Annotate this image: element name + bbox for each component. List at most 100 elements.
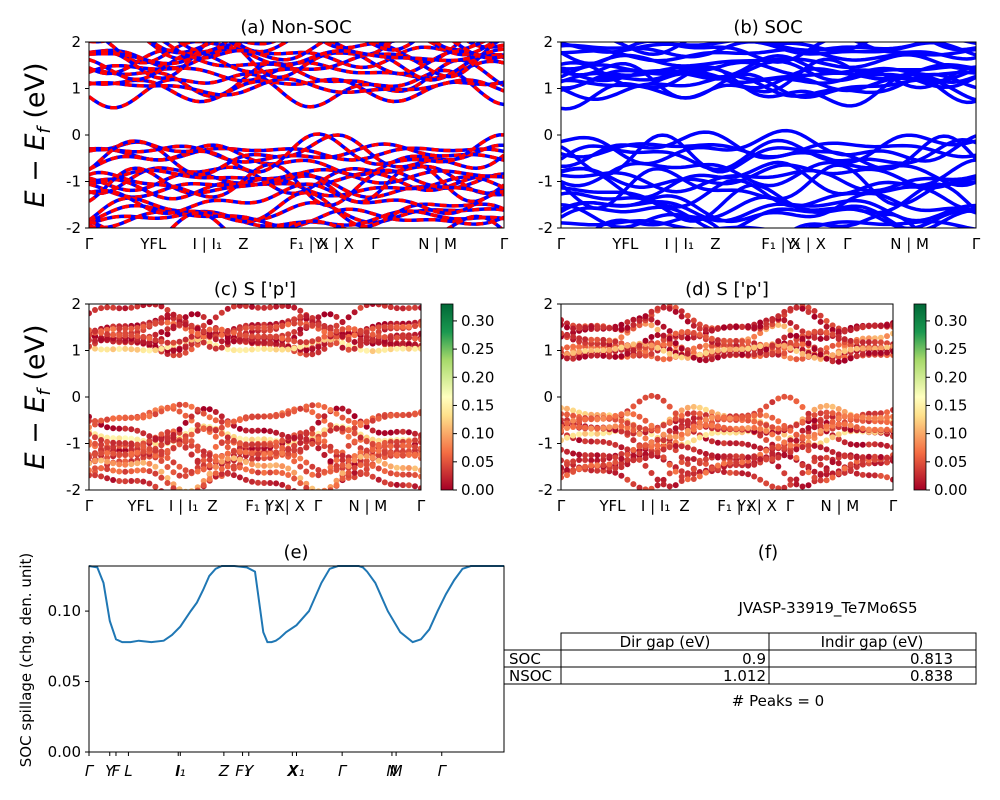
projection-dot xyxy=(757,343,764,350)
colorbar-tick-label: 0.05 xyxy=(934,453,967,471)
projection-dot xyxy=(570,343,577,350)
projection-dot xyxy=(212,433,219,440)
projection-dot xyxy=(708,452,715,459)
projection-dot xyxy=(351,332,358,339)
projection-dot xyxy=(890,444,893,451)
projection-dot xyxy=(182,412,189,419)
projection-dot xyxy=(582,452,589,459)
projection-dot xyxy=(194,325,201,332)
projection-dot xyxy=(357,449,364,456)
projection-dot xyxy=(218,332,225,338)
projection-dot xyxy=(570,325,577,332)
projection-dot xyxy=(696,325,703,332)
projection-dot xyxy=(763,456,770,463)
projection-dot xyxy=(345,408,352,415)
projection-dot xyxy=(714,347,721,354)
projection-dot xyxy=(871,453,878,460)
projection-dot xyxy=(702,406,709,413)
projection-dot xyxy=(805,353,812,360)
projection-dot xyxy=(841,357,848,364)
projection-dot xyxy=(799,341,806,348)
projection-dot xyxy=(721,414,727,421)
projection-dot xyxy=(98,337,105,344)
projection-dot xyxy=(654,482,661,489)
projection-dot xyxy=(412,451,418,458)
projection-dot xyxy=(884,419,890,426)
projection-dot xyxy=(829,474,836,481)
projection-dot xyxy=(194,330,201,337)
projection-dot xyxy=(230,448,237,455)
projection-dot xyxy=(345,314,352,321)
projection-dot xyxy=(279,463,286,470)
projection-dot xyxy=(841,465,848,472)
projection-dot xyxy=(877,410,884,417)
projection-dot xyxy=(666,433,673,440)
projection-dot xyxy=(793,481,800,488)
projection-dot xyxy=(188,328,195,335)
projection-dot xyxy=(261,345,268,352)
projection-dot xyxy=(751,418,758,425)
projection-dot xyxy=(823,329,830,336)
projection-dot xyxy=(327,407,334,413)
projection-dot xyxy=(152,447,159,454)
projection-dot xyxy=(387,470,394,477)
projection-dot xyxy=(757,445,764,452)
projection-dot xyxy=(576,437,583,444)
projection-dot xyxy=(841,408,848,415)
projection-dot xyxy=(351,339,358,345)
projection-dot xyxy=(176,441,183,448)
projection-dot xyxy=(357,420,364,427)
xtick-label: I₁ xyxy=(175,762,185,780)
projection-dot xyxy=(212,470,219,477)
projection-dot xyxy=(739,470,746,477)
projection-dot xyxy=(835,406,842,412)
projection-dot xyxy=(104,475,111,482)
projection-dot xyxy=(224,338,231,345)
projection-dot xyxy=(781,452,788,459)
projection-dot xyxy=(236,337,243,344)
projection-dot xyxy=(751,424,758,431)
projection-dot xyxy=(176,463,183,470)
projection-dot xyxy=(309,402,316,409)
projection-dot xyxy=(89,472,92,479)
projection-dot xyxy=(345,417,352,424)
projection-dot xyxy=(733,459,740,466)
colorbar-tick-label: 0.05 xyxy=(461,453,494,471)
kpath-label: F₁ | X xyxy=(245,497,285,515)
projection-dot xyxy=(176,486,183,490)
projection-dot xyxy=(721,453,727,460)
projection-dot xyxy=(206,476,213,483)
projection-dot xyxy=(702,450,709,457)
projection-dot xyxy=(672,482,679,489)
projection-dot xyxy=(327,458,334,465)
projection-dot xyxy=(110,450,117,457)
kpath-label: F₁ | X xyxy=(761,235,801,253)
kpath-label: Z xyxy=(679,497,689,515)
projection-dot xyxy=(660,356,667,363)
projection-dot xyxy=(273,334,280,341)
projection-dot xyxy=(273,323,280,330)
projection-dot xyxy=(865,453,872,460)
projection-dot xyxy=(793,348,800,354)
projection-dot xyxy=(841,336,848,343)
projection-dot xyxy=(799,355,806,362)
colorbar-tick-label: 0.25 xyxy=(461,340,494,358)
projection-dot xyxy=(412,430,418,437)
projection-dot xyxy=(829,358,836,365)
projection-dot xyxy=(387,334,394,341)
projection-dot xyxy=(805,340,812,347)
band-line xyxy=(561,163,976,190)
projection-dot xyxy=(134,346,141,353)
projection-dot xyxy=(733,425,740,432)
kpath-label: Y₁ | X xyxy=(313,235,354,253)
projection-dot xyxy=(690,317,697,324)
projection-dot xyxy=(787,320,794,326)
projection-dot xyxy=(218,338,225,345)
projection-dot xyxy=(769,414,776,421)
projection-dot xyxy=(696,434,703,441)
projection-dot xyxy=(884,349,890,356)
projection-dot xyxy=(727,459,733,466)
projection-dot xyxy=(267,462,274,469)
